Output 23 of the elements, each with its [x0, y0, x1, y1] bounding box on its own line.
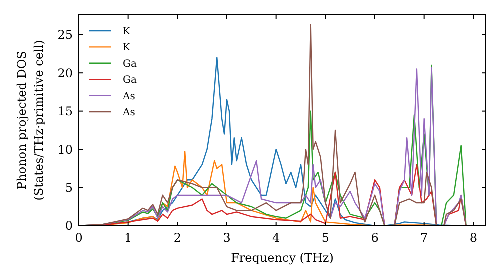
legend-label: K: [123, 26, 131, 38]
legend-label: As: [122, 108, 136, 118]
legend-label: Ga: [123, 75, 137, 86]
y-tick-label: 0: [65, 219, 73, 234]
x-tick-label: 8: [470, 231, 478, 245]
x-tick-label: 6: [371, 231, 379, 245]
x-tick-label: 1: [124, 231, 132, 245]
legend-label: As: [122, 91, 136, 102]
x-tick-label: 5: [322, 231, 330, 245]
y-tick-label: 15: [58, 104, 73, 119]
x-axis-title: Frequency (THz): [231, 251, 334, 265]
y-axis-title: Phonon projected DOS (States/THz·primitive cell): [15, 40, 46, 201]
y-tick-label: 20: [58, 66, 73, 80]
legend-label: Ga: [123, 58, 137, 70]
y-tick-label: 5: [65, 180, 73, 195]
legend-label: K: [123, 42, 131, 54]
x-tick-label: 2: [174, 231, 182, 245]
x-tick-label: 7: [420, 231, 428, 245]
y-tick-label: 10: [58, 142, 73, 157]
x-tick-label: 0: [75, 231, 83, 245]
y-tick-label: 25: [58, 28, 73, 42]
x-tick-label: 4: [272, 231, 281, 245]
x-tick-label: 3: [223, 231, 231, 245]
